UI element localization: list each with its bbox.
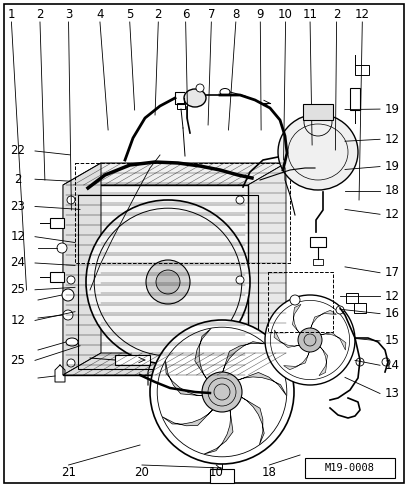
Bar [303,104,333,120]
Bar [350,88,360,110]
Bar [355,65,369,75]
Circle shape [67,359,75,367]
Circle shape [236,276,244,284]
Bar [268,272,333,332]
Circle shape [150,320,294,464]
Text: 2: 2 [36,7,44,20]
Ellipse shape [278,114,358,190]
Bar [210,469,234,483]
Bar [354,303,366,313]
Text: 2: 2 [14,173,22,186]
Circle shape [298,328,322,352]
Circle shape [336,306,344,314]
Text: 2: 2 [155,7,162,20]
Text: 15: 15 [385,335,399,347]
Circle shape [156,270,180,294]
Bar [75,163,290,263]
Bar [305,458,395,478]
Text: M19-0008: M19-0008 [325,463,375,473]
Text: 12: 12 [384,208,399,221]
Polygon shape [162,408,214,426]
Circle shape [86,200,250,364]
Text: 8: 8 [232,7,239,20]
Polygon shape [222,342,265,374]
Ellipse shape [66,338,78,346]
Text: 10: 10 [209,467,224,480]
Text: 25: 25 [11,354,25,367]
Text: 20: 20 [135,467,149,480]
Text: 19: 19 [384,160,399,173]
Bar [313,259,323,265]
Polygon shape [310,310,337,330]
Polygon shape [239,396,264,445]
Polygon shape [63,353,286,375]
Bar [310,237,326,247]
Text: 16: 16 [384,307,399,320]
Bar [63,185,248,375]
Text: 12: 12 [11,230,25,243]
Polygon shape [293,304,302,335]
Bar [346,293,358,303]
Circle shape [382,358,390,366]
Text: 5: 5 [126,7,133,20]
Circle shape [356,358,364,366]
Bar [50,218,64,228]
Polygon shape [63,163,286,185]
Circle shape [62,289,74,301]
Text: 9: 9 [257,7,264,20]
Polygon shape [274,330,302,347]
Text: 21: 21 [61,467,76,480]
Text: 12: 12 [355,7,370,20]
Bar [78,195,258,369]
Circle shape [290,295,300,305]
Polygon shape [236,373,286,395]
Polygon shape [63,163,101,375]
Text: 2: 2 [333,7,340,20]
Polygon shape [248,163,286,375]
Bar [177,103,185,109]
Polygon shape [284,350,310,370]
Text: 6: 6 [182,7,189,20]
Circle shape [63,310,73,320]
Text: 10: 10 [278,7,293,20]
Circle shape [236,359,244,367]
Text: 12: 12 [11,314,25,327]
Polygon shape [204,408,233,454]
Text: 1: 1 [8,7,15,20]
Text: 22: 22 [11,145,25,157]
Text: 14: 14 [384,359,399,372]
Circle shape [67,276,75,284]
Bar [115,355,150,365]
Polygon shape [195,328,211,381]
Text: 24: 24 [11,257,25,269]
Text: 19: 19 [384,103,399,115]
Ellipse shape [184,89,206,107]
Polygon shape [319,345,328,375]
Circle shape [236,196,244,204]
Circle shape [146,260,190,304]
Circle shape [265,295,355,385]
Circle shape [67,196,75,204]
Text: 4: 4 [96,7,104,20]
Text: 18: 18 [385,185,399,197]
Bar [306,107,330,117]
Text: 11: 11 [303,7,317,20]
Text: 23: 23 [11,200,25,213]
Polygon shape [165,361,204,396]
Text: 18: 18 [262,467,277,480]
Text: 12: 12 [384,290,399,302]
Ellipse shape [220,89,230,95]
Circle shape [202,372,242,412]
Text: 17: 17 [384,266,399,279]
Circle shape [196,84,204,92]
Text: 25: 25 [11,283,25,296]
Polygon shape [319,333,346,350]
Circle shape [57,243,67,253]
Text: 7: 7 [208,7,215,20]
Text: 12: 12 [384,133,399,146]
Bar [50,272,64,282]
Text: 3: 3 [65,7,72,20]
Text: 13: 13 [385,387,399,400]
